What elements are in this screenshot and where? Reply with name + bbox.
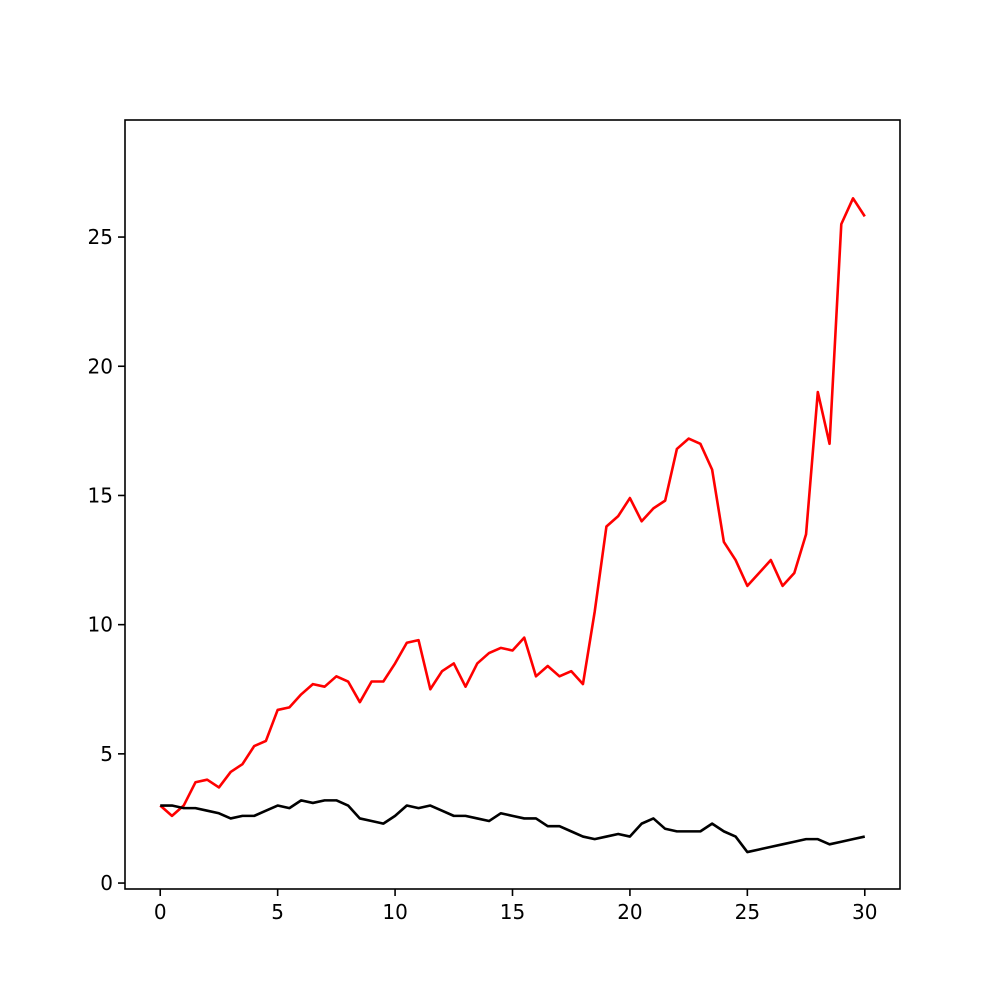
x-tick-label: 10 bbox=[382, 900, 407, 924]
x-tick-label: 5 bbox=[271, 900, 284, 924]
x-tick-label: 15 bbox=[500, 900, 525, 924]
x-tick-label: 20 bbox=[617, 900, 642, 924]
x-tick-label: 30 bbox=[852, 900, 877, 924]
y-tick-label: 20 bbox=[88, 354, 113, 378]
y-tick-label: 0 bbox=[100, 871, 113, 895]
plot-frame bbox=[124, 119, 901, 890]
x-tick-label: 0 bbox=[154, 900, 167, 924]
y-tick-label: 10 bbox=[88, 613, 113, 637]
x-tick-label: 25 bbox=[735, 900, 760, 924]
series-line bbox=[160, 799, 866, 854]
y-tick-label: 15 bbox=[88, 483, 113, 507]
y-tick-label: 25 bbox=[88, 225, 113, 249]
series-line bbox=[159, 196, 866, 818]
y-tick-label: 5 bbox=[100, 742, 113, 766]
